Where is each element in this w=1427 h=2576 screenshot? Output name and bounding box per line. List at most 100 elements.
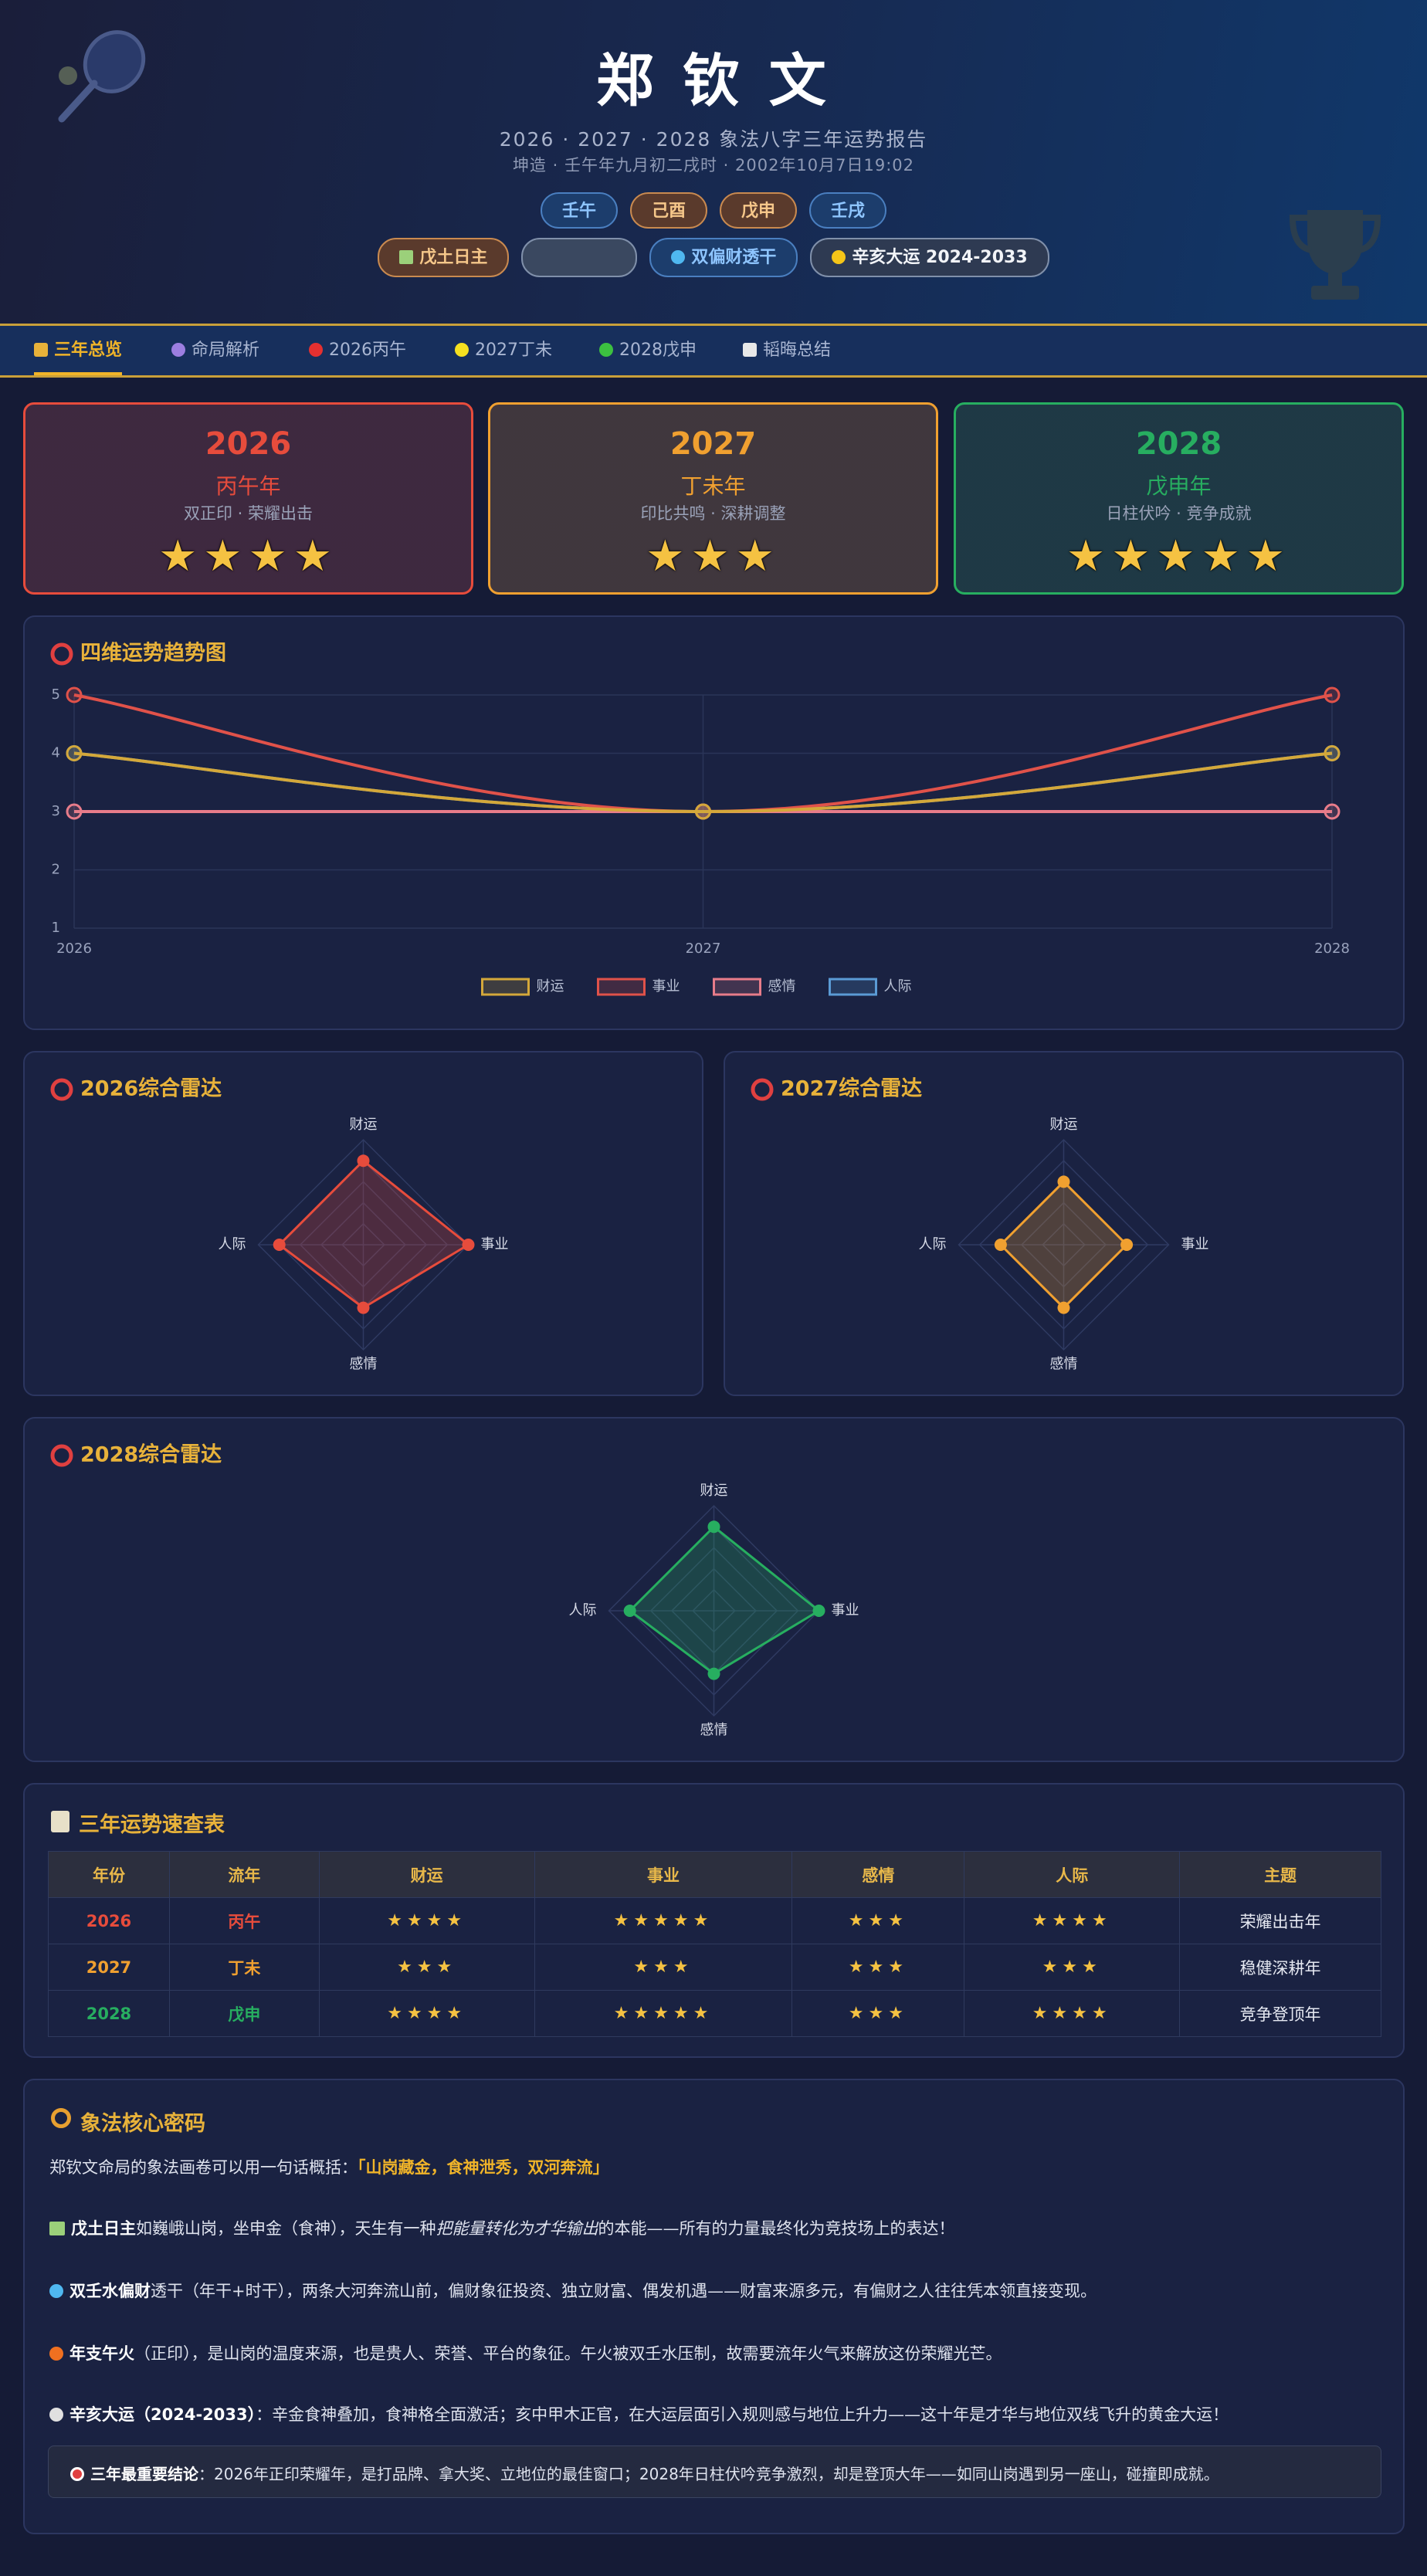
tag-icon <box>832 250 846 264</box>
nav-tab[interactable]: 命局解析 <box>171 326 259 375</box>
legend-swatch <box>597 978 646 996</box>
star: ★ <box>1042 1957 1063 1977</box>
table-cell: 2026 <box>48 1897 170 1944</box>
star: ★ <box>868 2004 889 2023</box>
core-intro: 郑钦文命局的象法画卷可以用一句话概括：「山岗藏金，食神泄秀，双河奔流」 <box>49 2155 609 2178</box>
pillar: 壬戌 <box>809 192 887 229</box>
radar-label: 人际 <box>569 1602 597 1618</box>
star: ★ <box>693 2004 714 2023</box>
data-point <box>1324 745 1341 761</box>
star: ★ <box>646 531 691 581</box>
star-rating: ★★★ <box>849 2004 908 2023</box>
core-title: 象法核心密码 <box>80 2112 205 2136</box>
chart-title: 2028综合雷达 <box>80 1442 222 1467</box>
star-cell: ★★★★ <box>964 1897 1181 1944</box>
nav-tab[interactable]: 2026丙午 <box>309 326 406 375</box>
para-text: 透干（年干+时干），两条大河奔流山前，偏财象征投资、独立财富、偶发机遇——财富来… <box>151 2282 1097 2300</box>
star: ★ <box>1201 531 1246 581</box>
title-icon <box>50 1078 73 1101</box>
y-tick-label: 5 <box>52 686 60 703</box>
star: ★ <box>653 1911 673 1930</box>
card-desc: 日柱伏吟 · 竞争成就 <box>1106 504 1252 523</box>
tag-icon <box>399 250 414 264</box>
card-stars: ★★★ <box>490 531 936 581</box>
card-ganzhi: 丙午年 <box>215 473 281 499</box>
star: ★ <box>406 2004 427 2023</box>
trend-chart: 四维运势趋势图 1 2 3 4 5 2026 2027 2028 财运 事业 感情 人际 <box>23 615 1405 1030</box>
star: ★ <box>203 531 249 581</box>
table-cell: 丁未 <box>168 1944 320 1991</box>
card-stars: ★★★★★ <box>956 531 1402 581</box>
nav-label: 命局解析 <box>192 341 260 360</box>
radar-point <box>707 1667 720 1680</box>
column-header: 财运 <box>318 1851 535 1898</box>
nav-tab[interactable]: 2027丁未 <box>455 326 552 375</box>
column-header: 事业 <box>534 1851 793 1898</box>
star-rating: ★★★ <box>633 1957 693 1977</box>
column-header: 人际 <box>964 1851 1181 1898</box>
table-cell: 竞争登顶年 <box>1179 1990 1381 2037</box>
card-desc: 双正印 · 荣耀出击 <box>183 504 314 523</box>
star: ★ <box>888 1911 908 1930</box>
card-year: 2027 <box>669 426 757 462</box>
star-rating: ★★★★ <box>387 1911 466 1930</box>
star-cell: ★★★ <box>964 1944 1181 1991</box>
star-rating: ★★★ <box>397 1957 456 1977</box>
star-rating: ★★★★★ <box>614 2004 714 2023</box>
nav-tab[interactable]: 三年总览 <box>34 326 123 375</box>
para-icon <box>49 2347 63 2361</box>
star: ★ <box>848 1911 869 1930</box>
star: ★ <box>248 531 293 581</box>
star: ★ <box>1052 2004 1073 2023</box>
para-text: ：辛金食神叠加，食神格全面激活；亥中甲木正官，在大运层面引入规则感与地位上升力—… <box>256 2405 1229 2424</box>
conclusion-text: ：2026年正印荣耀年，是打品牌、拿大奖、立地位的最佳窗口；2028年日柱伏吟竞… <box>198 2465 1219 2483</box>
star: ★ <box>436 1957 457 1977</box>
column-header: 流年 <box>168 1851 320 1898</box>
nav-tab[interactable]: 2028戊申 <box>599 326 697 375</box>
pillar: 壬午 <box>540 192 618 229</box>
table-icon <box>51 1811 69 1832</box>
card-year: 2026 <box>205 426 292 462</box>
star: ★ <box>888 2004 908 2023</box>
nav-tab[interactable]: 韬晦总结 <box>743 326 831 375</box>
star: ★ <box>848 1957 869 1977</box>
star-rating: ★★★★★ <box>614 1911 714 1930</box>
star: ★ <box>1066 531 1112 581</box>
table-cell: 2028 <box>48 1990 170 2037</box>
nav-label: 2027丁未 <box>475 341 552 360</box>
radar-point <box>623 1605 636 1617</box>
radar-label: 事业 <box>481 1236 509 1252</box>
star: ★ <box>426 1911 447 1930</box>
column-header: 年份 <box>48 1851 170 1898</box>
star: ★ <box>397 1957 417 1977</box>
para-text: 的本能——所有的力量最终化为竞技场上的表达！ <box>598 2219 955 2238</box>
star-cell: ★★★★ <box>318 1897 535 1944</box>
star-cell: ★★★ <box>791 1897 965 1944</box>
x-tick-label: 2027 <box>686 941 721 957</box>
data-point <box>695 803 711 820</box>
star: ★ <box>848 2004 869 2023</box>
star-rating: ★★★★ <box>1032 2004 1112 2023</box>
conclusion-box: 三年最重要结论：2026年正印荣耀年，是打品牌、拿大奖、立地位的最佳窗口；202… <box>48 2446 1381 2498</box>
data-point <box>66 803 83 820</box>
card-ganzhi: 戊申年 <box>1146 473 1212 499</box>
para-em: 把能量转化为才华输出 <box>436 2219 598 2238</box>
table-row: 2026 丙午 ★★★★ ★★★★★ ★★★ ★★★★ 荣耀出击年 <box>48 1897 1381 1944</box>
legend-label: 人际 <box>884 978 912 995</box>
fortune-table: 年份 流年 财运 事业 感情 人际 主题 2026 丙午 ★★★★ ★★★★★ ★★★ ★★★★ 荣耀出… <box>48 1851 1381 2037</box>
pillar-row: 壬午 己酉 戊申 壬戌 <box>0 192 1427 229</box>
legend-label: 事业 <box>652 978 680 995</box>
table-cell: 稳健深耕年 <box>1179 1944 1381 1991</box>
card-year: 2028 <box>1135 426 1222 462</box>
title-icon <box>50 642 73 666</box>
card-stars: ★★★★ <box>25 531 471 581</box>
star: ★ <box>387 2004 407 2023</box>
table-cell: 荣耀出击年 <box>1179 1897 1381 1944</box>
x-tick-label: 2026 <box>56 941 92 957</box>
nav-label: 韬晦总结 <box>763 341 832 360</box>
star: ★ <box>868 1957 889 1977</box>
